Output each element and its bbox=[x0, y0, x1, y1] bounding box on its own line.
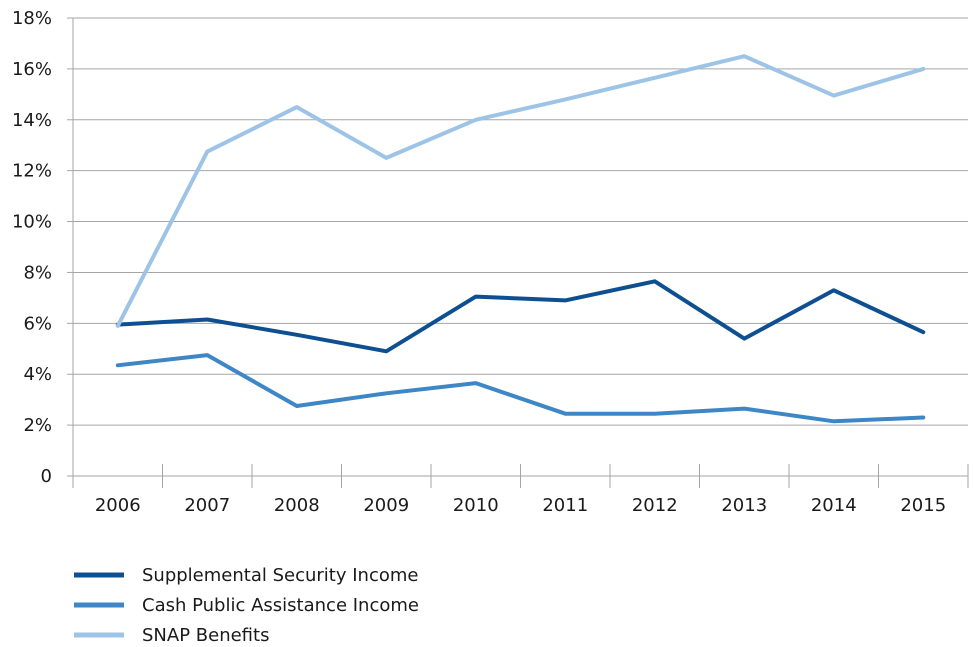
x-tick-labels: 2006 2007 2008 2009 2010 2011 2012 2013 2014 2015 bbox=[95, 495, 946, 516]
y-tick-label: 6% bbox=[23, 313, 52, 334]
x-tick-label: 2011 bbox=[542, 495, 588, 516]
x-tick-label: 2014 bbox=[811, 495, 857, 516]
y-tick-label: 4% bbox=[23, 364, 52, 385]
x-tick-label: 2006 bbox=[95, 495, 141, 516]
y-tick-labels: 0 2% 4% 6% 8% 10% 12% 14% 16% 18% bbox=[12, 8, 52, 487]
series-line-1 bbox=[115, 353, 926, 424]
gridlines bbox=[73, 17, 968, 426]
x-tick-label: 2007 bbox=[184, 495, 230, 516]
y-tick-label: 18% bbox=[12, 8, 52, 29]
legend-label: Supplemental Security Income bbox=[142, 565, 418, 586]
x-tick-label: 2009 bbox=[363, 495, 409, 516]
x-tick-label: 2008 bbox=[274, 495, 320, 516]
x-tick-label: 2013 bbox=[721, 495, 767, 516]
legend: Supplemental Security Income Cash Public … bbox=[74, 565, 419, 646]
y-tick-label: 16% bbox=[12, 59, 52, 80]
y-tick-label: 10% bbox=[12, 212, 52, 233]
y-tick-label: 8% bbox=[23, 262, 52, 283]
axes bbox=[67, 17, 969, 488]
series-lines bbox=[115, 54, 926, 424]
y-tick-label: 12% bbox=[12, 161, 52, 182]
y-tick-label: 2% bbox=[23, 415, 52, 436]
series-line-0 bbox=[115, 279, 926, 354]
series-line-2 bbox=[115, 54, 926, 328]
legend-label: Cash Public Assistance Income bbox=[142, 595, 419, 616]
y-tick-label: 14% bbox=[12, 110, 52, 131]
x-tick-label: 2012 bbox=[632, 495, 678, 516]
y-tick-label: 0 bbox=[41, 466, 52, 487]
x-tick-label: 2015 bbox=[900, 495, 946, 516]
x-tick-label: 2010 bbox=[453, 495, 499, 516]
legend-label: SNAP Benefits bbox=[142, 625, 269, 646]
